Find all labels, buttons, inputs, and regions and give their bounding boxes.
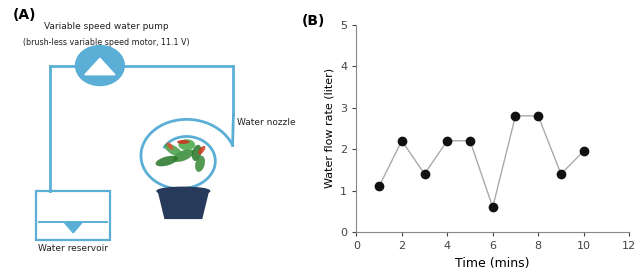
Text: Variable speed water pump: Variable speed water pump: [44, 22, 169, 31]
Text: (B): (B): [302, 14, 325, 28]
Polygon shape: [64, 222, 83, 233]
Polygon shape: [159, 191, 209, 218]
Ellipse shape: [155, 156, 178, 166]
Ellipse shape: [192, 145, 202, 161]
Ellipse shape: [173, 149, 194, 162]
Circle shape: [76, 46, 124, 85]
Text: (A): (A): [13, 8, 37, 22]
Bar: [37, 191, 110, 240]
X-axis label: Time (mins): Time (mins): [455, 257, 530, 270]
Ellipse shape: [198, 146, 205, 155]
Ellipse shape: [195, 156, 205, 172]
Ellipse shape: [167, 143, 173, 150]
Polygon shape: [85, 58, 115, 75]
Text: Water reservoir: Water reservoir: [38, 244, 108, 253]
Text: Water nozzle: Water nozzle: [237, 118, 295, 127]
Ellipse shape: [178, 139, 195, 150]
Ellipse shape: [164, 144, 182, 157]
Ellipse shape: [177, 140, 189, 144]
Y-axis label: Water flow rate (liter): Water flow rate (liter): [325, 68, 334, 188]
Ellipse shape: [157, 187, 210, 195]
Text: (brush-less variable speed motor, 11.1 V): (brush-less variable speed motor, 11.1 V…: [23, 38, 190, 47]
